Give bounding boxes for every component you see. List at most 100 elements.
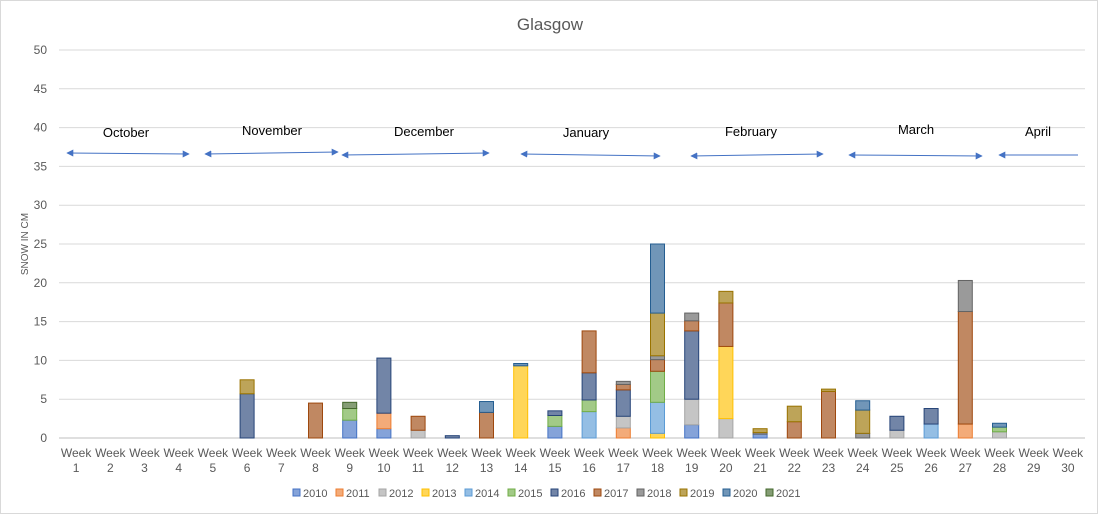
bar-2012 xyxy=(889,429,905,439)
month-label: November xyxy=(242,123,303,138)
bar-2012 xyxy=(992,431,1007,439)
bar-2016 xyxy=(581,372,597,401)
month-label: February xyxy=(725,124,778,139)
bar-2016 xyxy=(444,435,460,439)
month-annotations: October November December January February Ma… xyxy=(66,122,1078,160)
bar-2017 xyxy=(410,415,426,431)
bar-2015 xyxy=(581,399,597,413)
bar-2019 xyxy=(752,428,768,434)
bar-2015 xyxy=(342,408,358,421)
month-label: October xyxy=(103,125,150,140)
bar-2010 xyxy=(752,433,768,439)
legend-label-2010: 2010 xyxy=(303,488,327,500)
month-arrow xyxy=(341,149,490,159)
bar-2018 xyxy=(684,312,700,322)
x-tick-label: Week 12 xyxy=(437,446,468,475)
bar-2017 xyxy=(957,311,973,425)
bar-2020 xyxy=(855,400,871,411)
y-tick-label: 45 xyxy=(34,82,48,96)
bar-2016 xyxy=(923,408,939,425)
legend-swatch-2014 xyxy=(464,488,473,497)
bar-2018 xyxy=(855,432,871,439)
legend-swatch-2013 xyxy=(421,488,430,497)
legend-label-2021: 2021 xyxy=(776,488,800,500)
legend-label-2020: 2020 xyxy=(733,488,757,500)
x-tick-label: Week 30 xyxy=(1053,446,1084,475)
bar-2012 xyxy=(718,418,734,439)
x-tick-label: Week 15 xyxy=(540,446,571,475)
bar-2017 xyxy=(650,359,665,372)
bar-2017 xyxy=(308,402,323,439)
legend-swatch-2019 xyxy=(679,488,688,497)
legend-label-2018: 2018 xyxy=(647,488,671,500)
x-tick-label: Week 26 xyxy=(916,446,947,475)
x-tick-label: Week 10 xyxy=(369,446,400,475)
legend-swatch-2012 xyxy=(378,488,387,497)
bar-2016 xyxy=(889,415,905,431)
month-label: March xyxy=(898,122,934,137)
y-tick-label: 10 xyxy=(34,353,48,367)
month-label: December xyxy=(394,124,455,139)
legend-swatch-2015 xyxy=(507,488,516,497)
bar-2017 xyxy=(479,411,494,439)
bar-2020 xyxy=(650,243,665,314)
legend-swatch-2010 xyxy=(292,488,301,497)
y-tick-label: 20 xyxy=(34,276,48,290)
x-tick-label: Week 11 xyxy=(403,446,434,475)
x-tick-label: Week 27 xyxy=(950,446,981,475)
bar-2015 xyxy=(547,414,563,427)
month-label: January xyxy=(563,125,610,140)
bar-2014 xyxy=(650,401,665,434)
x-tick-label: Week 21 xyxy=(745,446,776,475)
legend-label-2011: 2011 xyxy=(346,488,370,500)
legend-swatch-2020 xyxy=(722,488,731,497)
bar-2010 xyxy=(547,425,563,439)
x-tick-label: Week 28 xyxy=(984,446,1015,475)
bar-2010 xyxy=(376,428,392,439)
legend-label-2016: 2016 xyxy=(561,488,585,500)
bar-2018 xyxy=(650,355,665,361)
month-arrow xyxy=(66,149,190,158)
x-tick-label: Week 22 xyxy=(779,446,810,475)
bar-2011 xyxy=(376,412,392,430)
bars xyxy=(239,243,1007,439)
bar-2017 xyxy=(615,383,631,391)
x-tick-label: Week 5 xyxy=(198,446,229,475)
legend-label-2017: 2017 xyxy=(604,488,628,500)
y-tick-label: 5 xyxy=(40,392,47,406)
bar-2015 xyxy=(650,370,665,403)
x-tick-label: Week 6 xyxy=(232,446,263,475)
bar-2016 xyxy=(547,410,563,416)
x-tick-label: Week 9 xyxy=(334,446,365,475)
x-tick-label: Week 29 xyxy=(1018,446,1049,475)
x-tick-label: Week 24 xyxy=(847,446,878,475)
y-tick-label: 0 xyxy=(40,431,47,445)
bar-2018 xyxy=(957,279,973,313)
x-tick-label: Week 20 xyxy=(711,446,742,475)
y-tick-label: 35 xyxy=(34,159,48,173)
legend-label-2012: 2012 xyxy=(389,488,413,500)
legend-label-2014: 2014 xyxy=(475,488,499,500)
bar-2017 xyxy=(821,390,836,439)
bar-2015 xyxy=(992,426,1007,433)
bar-2019 xyxy=(239,379,255,395)
x-tick-label: Week 14 xyxy=(505,446,536,475)
bar-2016 xyxy=(376,357,392,414)
bar-2012 xyxy=(684,398,700,426)
legend-swatch-2016 xyxy=(550,488,559,497)
bar-2014 xyxy=(923,423,939,439)
bar-2019 xyxy=(718,290,734,304)
x-tick-label: Week 4 xyxy=(163,446,194,475)
x-tick-label: Week 17 xyxy=(608,446,639,475)
bar-2017 xyxy=(718,302,734,347)
legend: 2010 2011 2012 2013 2014 2015 2016 2017 2018 2019… xyxy=(292,488,800,500)
month-label: April xyxy=(1025,124,1051,139)
legend-label-2015: 2015 xyxy=(518,488,542,500)
x-tick-label: Week 25 xyxy=(882,446,913,475)
bar-2011 xyxy=(957,423,973,439)
bar-2010 xyxy=(342,419,358,439)
bar-2010 xyxy=(684,424,700,439)
x-tick-label: Week 3 xyxy=(129,446,160,475)
